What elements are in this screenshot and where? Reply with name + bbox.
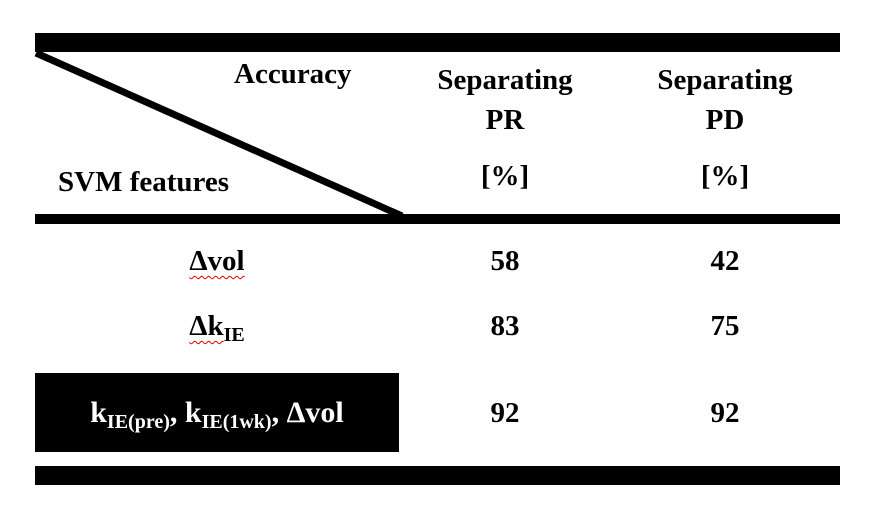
header-rule xyxy=(35,214,840,224)
feature-dvol: Δvol xyxy=(286,396,344,429)
row-combined-pr: 92 xyxy=(490,397,520,429)
comma: , xyxy=(169,396,185,429)
row-feature-dkie: ΔkIE xyxy=(189,310,245,346)
corner-header-svm-features: SVM features xyxy=(58,166,230,198)
row-combined-pd: 92 xyxy=(710,397,740,429)
row-dvol-pr: 58 xyxy=(490,245,520,277)
row-feature-dvol: Δvol xyxy=(189,245,245,277)
comma: , xyxy=(271,396,287,429)
col-pr-line2: PR xyxy=(485,104,525,136)
feature-k1: k xyxy=(90,396,107,429)
col-pd-line1: Separating xyxy=(657,64,793,96)
col-pr-unit: [%] xyxy=(480,160,530,192)
row-dvol-pd: 42 xyxy=(710,245,740,277)
feature-k1-subscript: IE(pre) xyxy=(106,411,170,433)
top-rule xyxy=(35,33,840,52)
feature-base: Δk xyxy=(189,310,224,342)
row-dkie-pd: 75 xyxy=(710,310,740,342)
row-dkie-pr: 83 xyxy=(490,310,520,342)
bottom-rule xyxy=(35,466,840,485)
feature-k2: k xyxy=(184,396,202,429)
col-pd-unit: [%] xyxy=(700,160,750,192)
feature-k2-subscript: IE(1wk) xyxy=(201,411,272,433)
row-feature-combined-highlighted: kIE(pre), kIE(1wk), Δvol xyxy=(35,373,399,452)
col-pr-line1: Separating xyxy=(437,64,573,96)
feature-subscript: IE xyxy=(223,324,245,346)
col-pd-line2: PD xyxy=(705,104,745,136)
corner-header-accuracy: Accuracy xyxy=(234,58,352,90)
